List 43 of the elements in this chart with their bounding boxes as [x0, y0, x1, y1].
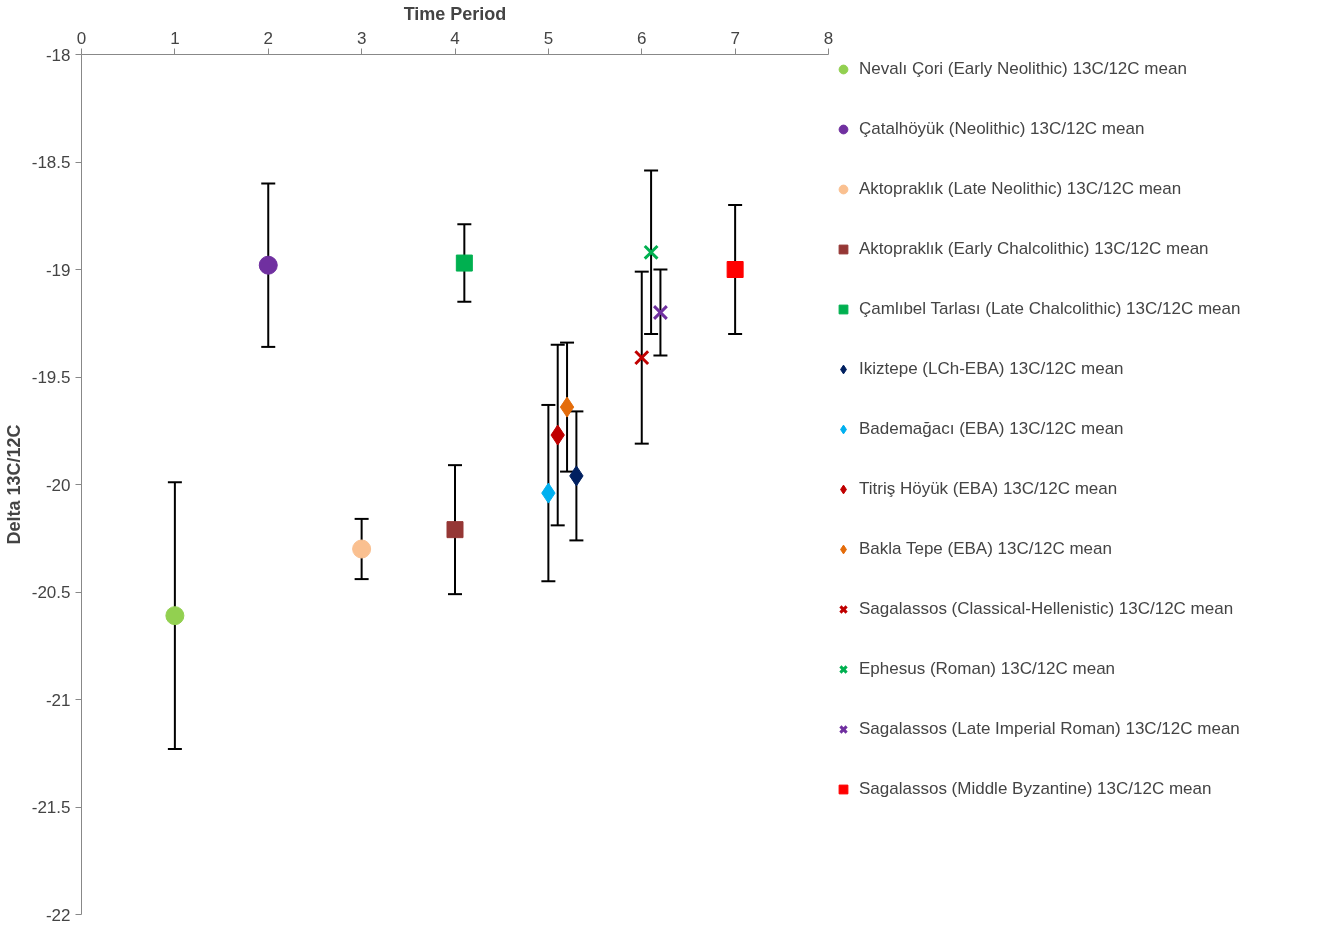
point	[633, 349, 650, 366]
point	[446, 521, 464, 539]
x-tick-label: 7	[730, 28, 740, 48]
legend-label: Ephesus (Roman) 13C/12C mean	[859, 658, 1116, 680]
point	[643, 244, 659, 261]
x-tick-label: 0	[76, 28, 87, 48]
legend-label: Sagalassos (Classical-Hellenistic) 13C/12C mean	[859, 598, 1234, 620]
point	[559, 396, 575, 418]
point	[258, 255, 278, 275]
legend-label: Çatalhöyük (Neolithic) 13C/12C mean	[859, 118, 1145, 140]
x-tick-label: 2	[263, 28, 273, 48]
y-tick-label: -21	[45, 690, 71, 710]
y-tick-label: -20.5	[31, 583, 71, 602]
y-tick-label: -21.5	[31, 798, 71, 817]
legend-label: Sagalassos (Middle Byzantine) 13C/12C mean	[859, 778, 1212, 800]
y-tick-label: -18.5	[31, 153, 71, 172]
point	[455, 254, 473, 272]
legend-label: Çamlıbel Tarlası (Late Chalcolithic) 13C/12C mean	[859, 298, 1241, 320]
y-tick-label: -20	[45, 475, 71, 495]
point	[165, 606, 185, 626]
x-tick-label: 6	[637, 28, 647, 48]
x-tick-label: 8	[823, 28, 834, 48]
y-axis-title: Delta 13C/12C	[3, 424, 24, 545]
legend-label: Nevalı Çori (Early Neolithic) 13C/12C mean	[859, 58, 1187, 80]
point	[726, 261, 744, 278]
x-tick-label: 4	[450, 28, 460, 48]
y-tick-label: -22	[45, 905, 71, 925]
legend-label: Aktopraklık (Early Chalcolithic) 13C/12C mean	[859, 238, 1209, 260]
legend-label: Ikiztepe (LCh-EBA) 13C/12C mean	[859, 358, 1124, 380]
legend-label: Bademağacı (EBA) 13C/12C mean	[859, 418, 1124, 440]
legend-label: Aktopraklık (Late Neolithic) 13C/12C mean	[859, 178, 1182, 200]
legend-label: Titriş Höyük (EBA) 13C/12C mean	[859, 478, 1118, 500]
legend-label: Bakla Tepe (EBA) 13C/12C mean	[859, 538, 1112, 560]
legend-label: Sagalassos (Late Imperial Roman) 13C/12C mean	[859, 718, 1240, 740]
y-tick-label: -19	[45, 260, 71, 280]
y-tick-label: -18	[45, 45, 71, 65]
point	[652, 304, 669, 321]
x-axis-title: Time Period	[403, 3, 507, 24]
point	[352, 539, 372, 559]
x-tick-label: 3	[356, 28, 367, 48]
y-tick-label: -19.5	[31, 368, 71, 387]
x-tick-label: 1	[170, 28, 180, 48]
x-tick-label: 5	[543, 28, 554, 48]
